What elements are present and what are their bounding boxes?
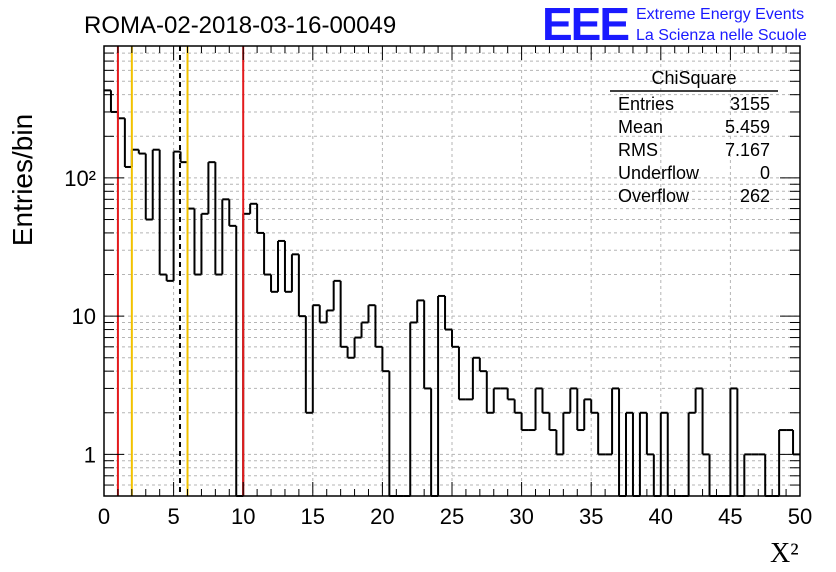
logo-line-1: Extreme Energy Events [636,6,804,23]
stats-row-label: Mean [618,117,663,137]
x-tick-label: 50 [788,504,812,529]
stats-row-value: 0 [760,163,770,183]
marker-lines [116,46,245,496]
x-tick-label: 0 [98,504,110,529]
x-tick-label: 15 [301,504,325,529]
eee-logo: EEE Extreme Energy Events La Scienza nel… [542,0,807,50]
y-tick-label: 10² [64,166,96,191]
x-tick-label: 35 [579,504,603,529]
logo-line-2: La Scienza nelle Scuole [636,27,807,44]
stats-row-label: RMS [618,140,658,160]
x-tick-label: 30 [509,504,533,529]
x-tick-label: 5 [167,504,179,529]
axis-ticks [103,45,801,497]
stats-row-label: Underflow [618,163,700,183]
stats-row-value: 262 [740,186,770,206]
x-tick-label: 40 [649,504,673,529]
stats-box: ChiSquare Entries 3155 Mean 5.459 RMS 7.167 Un… [610,68,778,206]
x-axis-label: X² [770,538,799,569]
stats-row-value: 5.459 [725,117,770,137]
grid [104,45,800,497]
stats-row-label: Entries [618,94,674,114]
y-axis-label: Entries/bin [7,114,38,246]
x-tick-label: 25 [440,504,464,529]
stats-title: ChiSquare [651,68,736,88]
chart-title: ROMA-02-2018-03-16-00049 [84,12,396,39]
stats-rows: Entries 3155 Mean 5.459 RMS 7.167 Underflow 0 Ov… [618,94,770,206]
y-tick-label: 1 [84,442,96,467]
stats-row-value: 7.167 [725,140,770,160]
y-tick-label: 10 [72,304,96,329]
x-tick-label: 20 [370,504,394,529]
x-tick-label: 10 [231,504,255,529]
logo-mark: EEE [542,0,628,50]
stats-row-value: 3155 [730,94,770,114]
tick-labels: 0 5 10 15 20 25 30 35 40 45 50 1 10 10² [64,166,812,529]
stats-row-label: Overflow [618,186,690,206]
x-tick-label: 45 [718,504,742,529]
